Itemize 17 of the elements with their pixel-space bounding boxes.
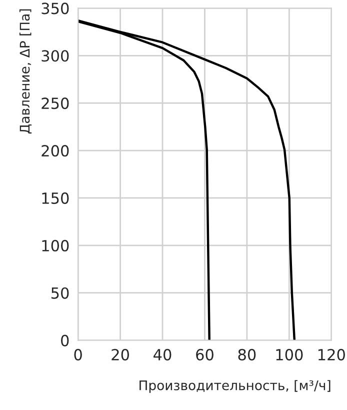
y-axis-title: Давление, ΔP [Па]: [19, 9, 32, 134]
x-axis-title: Производительность, [м³/ч]: [140, 380, 330, 393]
x-tick-label: 20: [112, 348, 129, 360]
x-tick-label: 80: [238, 348, 256, 360]
y-tick-label: 250: [42, 98, 69, 110]
x-tick-label: 60: [196, 348, 214, 360]
y-tick-label: 150: [42, 192, 69, 204]
y-tick-label: 50: [51, 287, 69, 299]
y-tick-label: 300: [42, 50, 69, 62]
x-tick-label: 120: [318, 348, 345, 360]
x-tick-label: 0: [74, 348, 82, 360]
x-tick-label: 100: [276, 348, 303, 360]
y-tick-label: 200: [42, 144, 69, 157]
y-tick-label: 0: [61, 334, 69, 346]
y-tick-label: 350: [42, 2, 69, 14]
x-tick-label: 40: [154, 348, 172, 360]
y-tick-label: 100: [42, 240, 69, 252]
